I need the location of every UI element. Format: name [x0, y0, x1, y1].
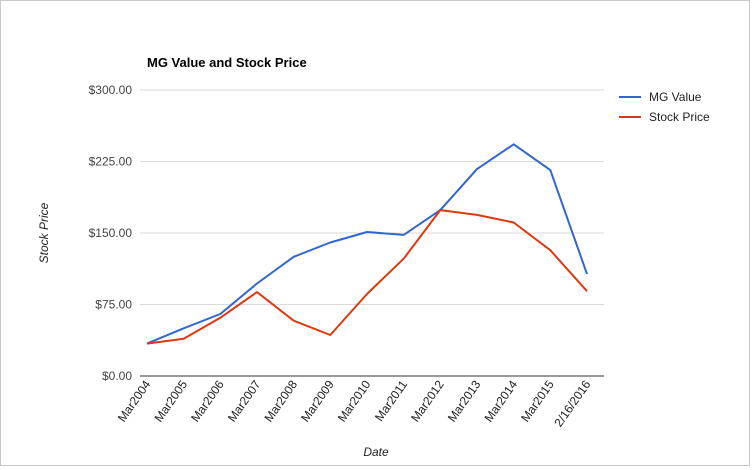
y-axis-label: Stock Price	[37, 202, 51, 263]
legend: MG Value Stock Price	[619, 90, 710, 124]
legend-entry: Stock Price	[649, 110, 710, 124]
x-tick-label: 2/16/2016	[551, 377, 593, 429]
x-tick-label: Mar2009	[298, 377, 337, 424]
x-tick-label: Mar2012	[408, 377, 447, 424]
x-tick-label: Mar2013	[445, 377, 484, 424]
x-tick-label: Mar2004	[115, 377, 154, 424]
y-tick-label: $75.00	[95, 298, 132, 312]
x-tick-label: Mar2010	[335, 377, 374, 424]
x-tick-label: Mar2008	[261, 377, 300, 424]
x-axis-ticks: Mar2004Mar2005Mar2006Mar2007Mar2008Mar20…	[115, 377, 594, 429]
x-tick-label: Mar2006	[188, 377, 227, 424]
y-tick-label: $0.00	[102, 369, 132, 383]
series-line-stock-price	[146, 209, 588, 345]
x-tick-label: Mar2015	[518, 377, 557, 424]
series-lines	[146, 143, 588, 345]
y-axis-ticks: $0.00 $75.00 $150.00 $225.00 $300.00	[89, 83, 133, 383]
y-tick-label: $225.00	[89, 155, 133, 169]
chart-title: MG Value and Stock Price	[147, 55, 307, 70]
x-tick-label: Mar2007	[225, 377, 264, 424]
gridlines	[140, 89, 604, 377]
y-tick-label: $300.00	[89, 83, 133, 97]
x-axis-label: Date	[363, 445, 389, 459]
legend-entry: MG Value	[649, 90, 702, 104]
series-line-mg-value	[146, 143, 588, 345]
x-tick-label: Mar2014	[481, 377, 520, 424]
y-tick-label: $150.00	[89, 226, 133, 240]
x-tick-label: Mar2011	[372, 377, 410, 423]
x-tick-label: Mar2005	[151, 377, 190, 424]
